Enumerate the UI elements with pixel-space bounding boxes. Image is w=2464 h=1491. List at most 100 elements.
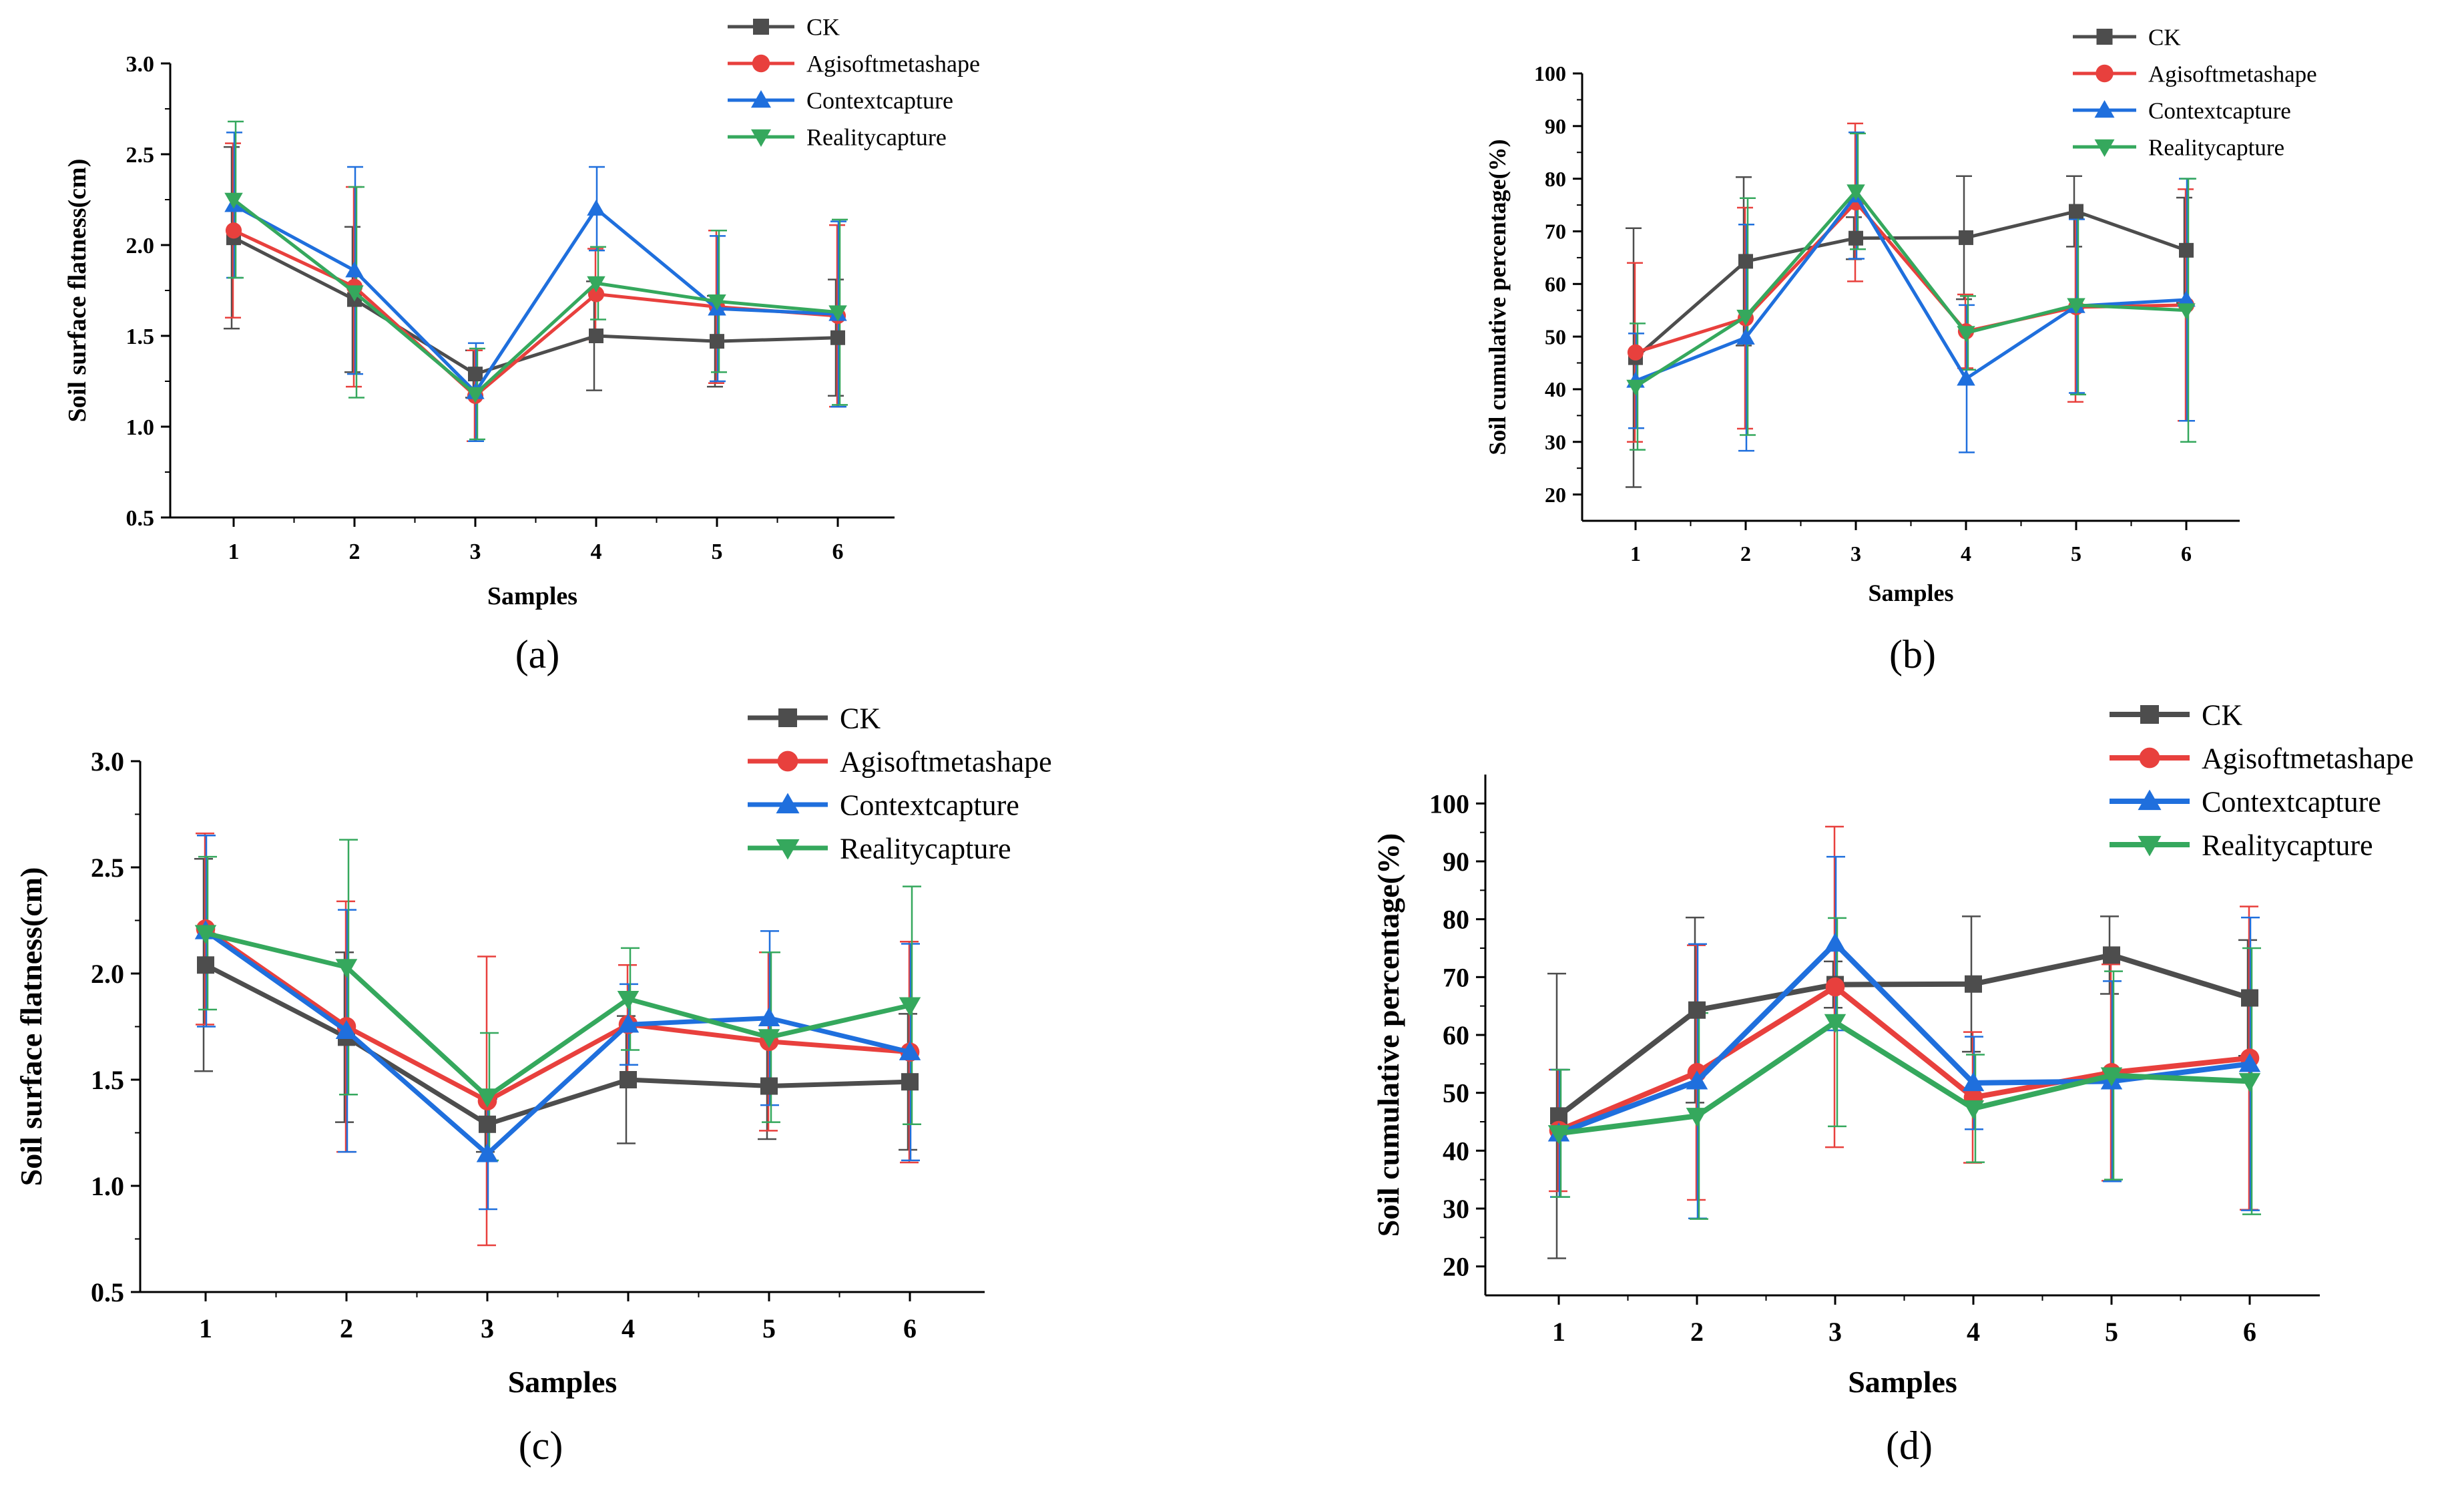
y-tick-label: 20 (1443, 1252, 1469, 1282)
data-point-realitycapture (1824, 1014, 1846, 1034)
data-point-contextcapture (345, 261, 364, 278)
data-point-realitycapture (2100, 1067, 2123, 1086)
x-tick-label: 3 (1851, 542, 1861, 566)
data-point-realitycapture (587, 276, 605, 292)
data-point-realitycapture (224, 192, 243, 209)
data-point-realitycapture (1686, 1108, 1708, 1127)
data-point-realitycapture (2238, 1073, 2261, 1092)
data-point-ck (760, 1077, 778, 1095)
legend-marker (751, 129, 771, 147)
data-point-ck (2241, 989, 2258, 1007)
x-axis-title: Samples (487, 582, 577, 610)
data-point-ck (1738, 254, 1753, 269)
data-point-realitycapture (617, 990, 640, 1010)
y-tick-label: 20 (1545, 483, 1566, 507)
y-tick-label: 100 (1534, 61, 1566, 85)
series-line-agisoftmetashape (204, 927, 911, 1104)
y-tick-label: 100 (1429, 789, 1469, 819)
data-point-realitycapture (345, 285, 364, 302)
x-tick-label: 1 (1630, 542, 1641, 566)
series-line-realitycapture (1558, 1019, 2250, 1136)
x-tick-label: 2 (349, 540, 360, 564)
data-point-contextcapture (476, 1143, 499, 1162)
x-axis-title: Samples (508, 1365, 618, 1399)
data-point-contextcapture (758, 1007, 780, 1026)
x-axis-title: Samples (1848, 1365, 1957, 1399)
y-tick-label: 0.5 (91, 1277, 124, 1307)
data-point-ck (197, 956, 214, 974)
data-point-agisoftmetashape (1825, 977, 1845, 997)
legend-marker (2138, 835, 2162, 857)
y-axis-title: Soil cumulative percentage(%) (1371, 833, 1405, 1237)
legend-label: Realitycapture (840, 832, 1011, 865)
data-point-ck (901, 1073, 919, 1091)
data-point-realitycapture (476, 1088, 499, 1108)
legend-label: Agisoftmetashape (2202, 742, 2414, 775)
panel-label: (a) (515, 632, 560, 676)
data-point-ck (830, 330, 845, 345)
x-tick-label: 1 (228, 540, 240, 564)
legend-label: CK (2202, 698, 2242, 731)
x-tick-label: 6 (832, 540, 844, 564)
data-point-contextcapture (1736, 328, 1755, 345)
legend-label: Contextcapture (2202, 785, 2381, 818)
data-point-contextcapture (2177, 290, 2196, 307)
data-point-realitycapture (758, 1029, 780, 1048)
legend-label: Agisoftmetashape (2148, 61, 2317, 87)
y-tick-label: 40 (1545, 377, 1566, 401)
y-tick-label: 60 (1443, 1020, 1469, 1050)
x-tick-label: 5 (762, 1313, 776, 1343)
legend-label: Realitycapture (806, 124, 947, 151)
y-tick-label: 3.0 (91, 747, 124, 777)
y-tick-label: 50 (1443, 1078, 1469, 1108)
x-tick-label: 2 (1740, 542, 1751, 566)
data-point-realitycapture (194, 925, 217, 944)
series-line-realitycapture (1634, 190, 2187, 389)
legend-marker (2096, 29, 2113, 45)
legend-marker (2139, 747, 2160, 769)
series-line-contextcapture (232, 203, 838, 394)
legend-label: Realitycapture (2148, 134, 2284, 160)
series-line-realitycapture (232, 198, 838, 396)
data-point-ck (1959, 230, 1973, 245)
error-bars-contextcapture (226, 132, 846, 443)
legend: CK Agisoftmetashape Contextcapture Realityc… (728, 14, 980, 151)
data-point-ck (620, 1071, 637, 1088)
chart-panel-1: 0.5 1.0 1.5 2.0 2.5 3.0 1 2 3 4 5 6 Samples Soil surf… (63, 14, 980, 676)
legend-marker (752, 54, 770, 73)
series-line-contextcapture (204, 929, 911, 1156)
series-line-ck (204, 963, 911, 1127)
y-tick-label: 90 (1545, 114, 1566, 138)
legend-label: Agisoftmetashape (806, 51, 980, 77)
data-point-realitycapture (1547, 1125, 1570, 1144)
y-tick-label: 90 (1443, 847, 1469, 877)
y-tick-label: 2.5 (91, 853, 124, 883)
data-point-ck (2103, 946, 2120, 964)
data-point-contextcapture (335, 1020, 358, 1040)
y-tick-label: 0.5 (126, 506, 155, 531)
y-tick-label: 40 (1443, 1136, 1469, 1166)
y-axis-title: Soil surface flatness(cm) (63, 159, 91, 423)
legend-label: Contextcapture (2148, 97, 2291, 124)
chart-panel-3: 0.5 1.0 1.5 2.0 2.5 3.0 1 2 3 4 5 6 Samples Soil surf… (14, 702, 1052, 1468)
data-point-realitycapture (1626, 379, 1645, 396)
y-tick-label: 70 (1443, 962, 1469, 992)
legend-marker (2094, 139, 2115, 157)
data-point-realitycapture (466, 387, 485, 403)
error-bars-agisoftmetashape (1627, 122, 2194, 443)
legend-marker (2096, 64, 2114, 83)
error-bars-ck (194, 858, 917, 1153)
x-tick-label: 5 (2105, 1317, 2118, 1347)
error-bars-agisoftmetashape (225, 142, 845, 443)
legend: CK Agisoftmetashape Contextcapture Realityc… (748, 702, 1052, 865)
data-point-realitycapture (2067, 298, 2085, 314)
data-point-agisoftmetashape (225, 222, 242, 239)
x-tick-label: 4 (622, 1313, 635, 1343)
error-bars-ck (224, 146, 844, 399)
data-point-contextcapture (587, 199, 605, 216)
y-tick-label: 3.0 (126, 52, 155, 77)
series-line-contextcapture (1635, 194, 2187, 383)
data-point-realitycapture (828, 305, 847, 322)
data-point-ck (479, 1115, 496, 1133)
series-line-realitycapture (205, 931, 911, 1099)
